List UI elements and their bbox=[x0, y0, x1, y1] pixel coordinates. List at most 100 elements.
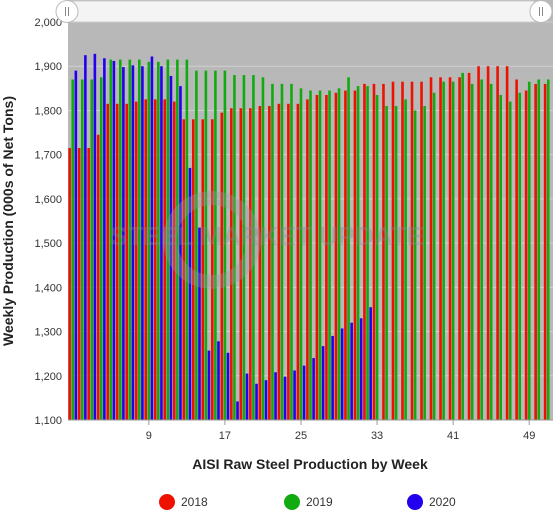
bar-2019-week-4[interactable] bbox=[100, 77, 103, 420]
bar-2020-week-4[interactable] bbox=[103, 58, 106, 420]
bar-2020-week-31[interactable] bbox=[360, 318, 363, 420]
bar-2018-week-50[interactable] bbox=[534, 84, 537, 420]
bar-2018-week-34[interactable] bbox=[382, 84, 385, 420]
bar-2019-week-48[interactable] bbox=[518, 93, 521, 420]
bar-2020-week-18[interactable] bbox=[236, 401, 239, 420]
bar-2020-week-24[interactable] bbox=[293, 370, 296, 420]
bar-2018-week-41[interactable] bbox=[449, 77, 452, 420]
bar-2020-week-19[interactable] bbox=[246, 374, 249, 420]
legend-item-2020[interactable]: 2020 bbox=[407, 494, 456, 510]
bar-2019-week-49[interactable] bbox=[528, 82, 531, 420]
navigator-right-handle-knob[interactable] bbox=[530, 1, 552, 23]
bar-2019-week-43[interactable] bbox=[471, 84, 474, 420]
bar-2018-week-49[interactable] bbox=[525, 91, 528, 420]
bar-2020-week-32[interactable] bbox=[369, 307, 372, 420]
bar-2019-week-46[interactable] bbox=[499, 95, 502, 420]
bar-2020-week-1[interactable] bbox=[75, 71, 78, 420]
bar-2019-week-35[interactable] bbox=[395, 106, 398, 420]
bar-2019-week-32[interactable] bbox=[366, 86, 369, 420]
bar-2018-week-45[interactable] bbox=[487, 66, 490, 420]
bar-2018-week-15[interactable] bbox=[201, 119, 204, 420]
bar-2018-week-2[interactable] bbox=[78, 148, 81, 420]
bar-2019-week-42[interactable] bbox=[461, 73, 464, 420]
bar-2018-week-40[interactable] bbox=[439, 77, 442, 420]
bar-2018-week-43[interactable] bbox=[468, 73, 471, 420]
legend-item-2019[interactable]: 2019 bbox=[284, 494, 333, 510]
bar-2020-week-12[interactable] bbox=[179, 86, 182, 420]
bar-2019-week-41[interactable] bbox=[452, 82, 455, 420]
bar-2018-week-33[interactable] bbox=[373, 84, 376, 420]
bar-2020-week-25[interactable] bbox=[303, 366, 306, 420]
bar-2018-week-9[interactable] bbox=[144, 99, 147, 420]
bar-2018-week-51[interactable] bbox=[544, 84, 547, 420]
navigator-left-handle[interactable] bbox=[56, 1, 78, 23]
bar-2018-week-1[interactable] bbox=[68, 148, 71, 420]
bar-2018-week-48[interactable] bbox=[515, 79, 518, 420]
bar-2019-week-1[interactable] bbox=[71, 79, 74, 420]
bar-2019-week-25[interactable] bbox=[300, 88, 303, 420]
bar-2020-week-21[interactable] bbox=[265, 380, 268, 420]
bar-2018-week-21[interactable] bbox=[259, 106, 262, 420]
bar-2018-week-26[interactable] bbox=[306, 99, 309, 420]
bar-2018-week-28[interactable] bbox=[325, 95, 328, 420]
bar-2020-week-26[interactable] bbox=[312, 358, 315, 420]
bar-2020-week-16[interactable] bbox=[217, 341, 220, 420]
bar-2020-week-29[interactable] bbox=[341, 328, 344, 420]
bar-2018-week-32[interactable] bbox=[363, 84, 366, 420]
bar-2019-week-29[interactable] bbox=[338, 88, 341, 420]
bar-2019-week-27[interactable] bbox=[319, 91, 322, 420]
navigator-track[interactable] bbox=[58, 1, 542, 22]
bar-2020-week-3[interactable] bbox=[94, 54, 97, 420]
bar-2019-week-38[interactable] bbox=[423, 106, 426, 420]
bar-2018-week-29[interactable] bbox=[335, 93, 338, 420]
bar-2018-week-11[interactable] bbox=[163, 99, 166, 420]
bar-2019-week-36[interactable] bbox=[404, 99, 407, 420]
bar-2018-week-5[interactable] bbox=[106, 104, 109, 420]
bar-2020-week-30[interactable] bbox=[350, 323, 353, 420]
bar-2019-week-26[interactable] bbox=[309, 91, 312, 420]
bar-2018-week-10[interactable] bbox=[154, 99, 157, 420]
bar-2020-week-20[interactable] bbox=[255, 384, 258, 420]
bar-2019-week-39[interactable] bbox=[433, 93, 436, 420]
navigator-right-handle[interactable] bbox=[530, 1, 552, 23]
navigator-left-handle-knob[interactable] bbox=[56, 1, 78, 23]
bar-2019-week-47[interactable] bbox=[509, 102, 512, 420]
bar-2018-week-22[interactable] bbox=[268, 106, 271, 420]
bar-2018-week-18[interactable] bbox=[230, 108, 233, 420]
bar-2018-week-17[interactable] bbox=[221, 113, 224, 420]
bar-2018-week-39[interactable] bbox=[430, 77, 433, 420]
bar-2018-week-3[interactable] bbox=[87, 148, 90, 420]
bar-2018-week-4[interactable] bbox=[97, 135, 100, 420]
bar-2020-week-23[interactable] bbox=[284, 377, 287, 420]
bar-2019-week-34[interactable] bbox=[385, 106, 388, 420]
bar-2018-week-27[interactable] bbox=[316, 95, 319, 420]
bar-2019-week-37[interactable] bbox=[414, 110, 417, 420]
bar-2018-week-46[interactable] bbox=[496, 66, 499, 420]
bar-2018-week-47[interactable] bbox=[506, 66, 509, 420]
bar-2020-week-27[interactable] bbox=[322, 346, 325, 420]
bar-2018-week-25[interactable] bbox=[297, 104, 300, 420]
bar-2019-week-31[interactable] bbox=[357, 86, 360, 420]
bar-2018-week-42[interactable] bbox=[458, 77, 461, 420]
bar-2019-week-45[interactable] bbox=[490, 84, 493, 420]
bar-2019-week-40[interactable] bbox=[442, 82, 445, 420]
bar-2018-week-31[interactable] bbox=[354, 91, 357, 420]
bar-2018-week-30[interactable] bbox=[344, 91, 347, 420]
bar-2019-week-2[interactable] bbox=[81, 79, 84, 420]
bar-2020-week-28[interactable] bbox=[331, 336, 334, 420]
bar-2019-week-44[interactable] bbox=[480, 79, 483, 420]
bar-2019-week-28[interactable] bbox=[328, 91, 331, 420]
bar-2019-week-50[interactable] bbox=[537, 79, 540, 420]
bar-2020-week-17[interactable] bbox=[227, 353, 230, 420]
bar-2018-week-6[interactable] bbox=[116, 104, 119, 420]
bar-2018-week-16[interactable] bbox=[211, 119, 214, 420]
bar-2018-week-23[interactable] bbox=[278, 104, 281, 420]
bar-2020-week-2[interactable] bbox=[84, 55, 87, 420]
bar-2019-week-24[interactable] bbox=[290, 84, 293, 420]
bar-2019-week-51[interactable] bbox=[547, 79, 550, 420]
bar-2018-week-44[interactable] bbox=[477, 66, 480, 420]
legend-item-2018[interactable]: 2018 bbox=[159, 494, 208, 510]
bar-2019-week-23[interactable] bbox=[281, 84, 284, 420]
bar-2018-week-7[interactable] bbox=[125, 104, 128, 420]
bar-2020-week-14[interactable] bbox=[198, 228, 201, 420]
